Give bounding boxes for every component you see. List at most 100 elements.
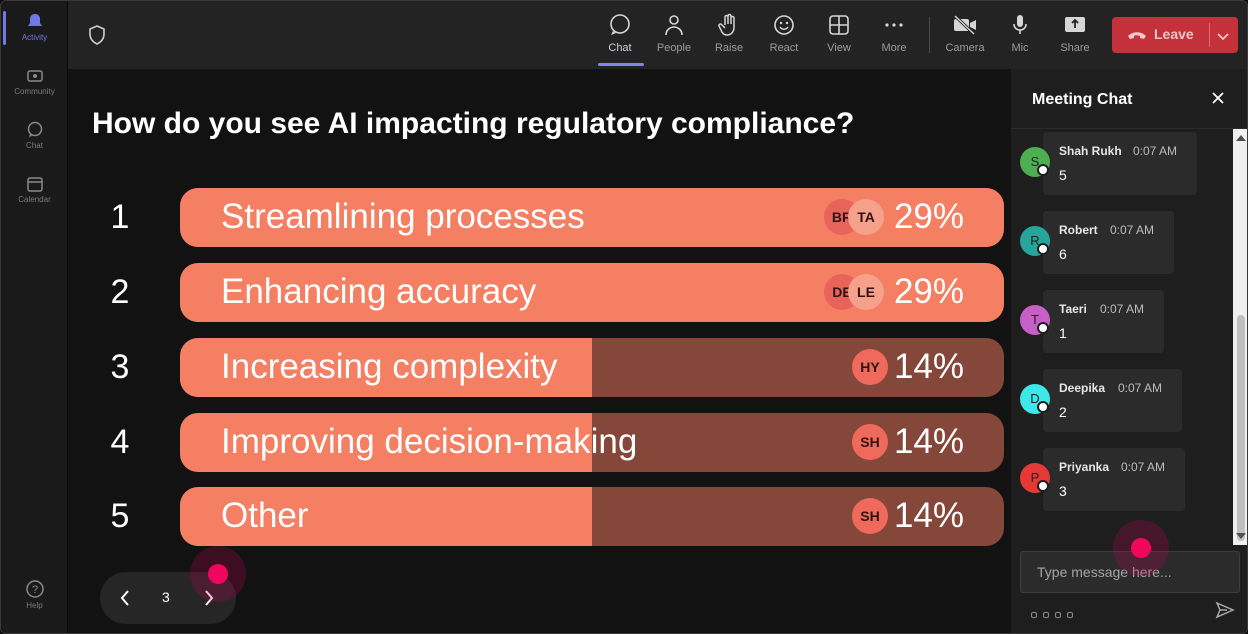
chat-message-input[interactable]	[1020, 551, 1240, 593]
toolbar-label: Camera	[945, 42, 985, 54]
toolbar-label: React	[769, 42, 799, 54]
option-number: 4	[110, 423, 130, 461]
presence-status-icon	[1037, 164, 1049, 176]
poll-option[interactable]: 3 Increasing complexity HY 14%	[68, 338, 1011, 398]
active-indicator	[3, 11, 6, 45]
presence-status-icon	[1037, 480, 1049, 492]
rail-item-community[interactable]: Community	[1, 67, 68, 119]
share-icon	[1050, 13, 1100, 37]
shield-icon[interactable]	[88, 25, 106, 50]
presence-status-icon	[1037, 401, 1049, 413]
hand-icon	[704, 13, 754, 37]
chevron-down-icon[interactable]	[1216, 29, 1230, 47]
toolbar-label: Chat	[608, 42, 632, 54]
rail-label: Community	[14, 87, 55, 96]
toolbar-label: More	[881, 42, 907, 54]
close-icon[interactable]	[1211, 91, 1225, 110]
toolbar-mic-button[interactable]: Mic	[995, 11, 1045, 63]
toolbar-more-button[interactable]: More	[869, 11, 919, 63]
page-number: 3	[162, 589, 170, 605]
toolbar-view-button[interactable]: View	[814, 11, 864, 63]
option-bar: Improving decision-making SH 14%	[180, 413, 1004, 472]
voter-avatar: LE	[848, 274, 884, 310]
toolbar-people-button[interactable]: People	[649, 11, 699, 63]
poll-option[interactable]: 4 Improving decision-making SH 14%	[68, 413, 1011, 473]
voter-avatar: HY	[852, 349, 888, 385]
sender-name: Priyanka	[1059, 460, 1110, 474]
message-time: 0:07 AM	[1110, 223, 1155, 237]
toolbar-label: View	[827, 42, 851, 54]
poll-option[interactable]: 5 Other SH 14%	[68, 487, 1011, 547]
click-indicator	[1113, 520, 1169, 576]
poll-stage: How do you see AI impacting regulatory c…	[68, 69, 1011, 633]
chevron-right-icon[interactable]	[202, 588, 216, 613]
scroll-thumb[interactable]	[1237, 315, 1245, 541]
meeting-toolbar: Chat People Raise React View More Camera	[68, 1, 1247, 69]
option-bar-fill	[180, 413, 592, 472]
message-body: 5	[1059, 167, 1067, 183]
toolbar-react-button[interactable]: React	[759, 11, 809, 63]
chat-message: P Priyanka 0:07 AM 3	[1020, 448, 1185, 511]
presence-status-icon	[1037, 243, 1049, 255]
format-icon[interactable]	[1031, 612, 1037, 618]
chat-message: S Shah Rukh 0:07 AM 5	[1020, 132, 1197, 195]
option-bar: Streamlining processes BR TA 29%	[180, 188, 1004, 247]
sender-name: Shah Rukh	[1059, 144, 1122, 158]
chat-scrollbar[interactable]	[1233, 129, 1247, 545]
option-text: Improving decision-making	[221, 422, 638, 461]
option-number: 1	[110, 198, 130, 236]
meeting-chat-panel: Meeting Chat S Shah Rukh 0:07 AM 5 R Robert 0:…	[1011, 69, 1247, 633]
toolbar-raise-button[interactable]: Raise	[704, 11, 754, 63]
rail-label: Activity	[21, 33, 48, 42]
chat-title: Meeting Chat	[1032, 91, 1133, 108]
poll-question: How do you see AI impacting regulatory c…	[92, 107, 855, 140]
leave-label: Leave	[1154, 26, 1194, 42]
format-toolbar	[1031, 605, 1079, 618]
toolbar-label: Share	[1060, 42, 1090, 54]
camera-off-icon	[940, 13, 990, 37]
option-percent: 29%	[893, 272, 964, 311]
message-body: 1	[1059, 325, 1067, 341]
leave-divider	[1209, 23, 1210, 47]
message-time: 0:07 AM	[1121, 460, 1166, 474]
poll-option[interactable]: 1 Streamlining processes BR TA 29%	[68, 188, 1011, 248]
rail-item-calendar[interactable]: Calendar	[1, 175, 68, 227]
message-time: 0:07 AM	[1118, 381, 1163, 395]
toolbar-chat-button[interactable]: Chat	[595, 11, 645, 63]
attach-icon[interactable]	[1043, 612, 1049, 618]
left-rail: Activity Community Chat Calendar ? Help	[1, 1, 68, 633]
toolbar-label: Mic	[1011, 42, 1029, 54]
avatar[interactable]: T	[1020, 305, 1050, 335]
poll-option[interactable]: 2 Enhancing accuracy DE LE 29%	[68, 263, 1011, 323]
chevron-left-icon[interactable]	[118, 588, 132, 613]
rail-item-help[interactable]: ? Help	[1, 579, 68, 631]
option-text: Streamlining processes	[221, 197, 585, 236]
gif-icon[interactable]	[1067, 612, 1073, 618]
emoji-icon[interactable]	[1055, 612, 1061, 618]
option-text: Enhancing accuracy	[221, 272, 537, 311]
people-icon	[649, 13, 699, 37]
send-icon[interactable]	[1215, 601, 1235, 624]
help-icon: ?	[1, 579, 68, 599]
scroll-up-arrow[interactable]	[1236, 135, 1246, 141]
toolbar-label: Raise	[714, 42, 744, 54]
calendar-icon	[1, 175, 68, 193]
scroll-down-arrow[interactable]	[1236, 533, 1246, 539]
bell-icon	[1, 13, 68, 31]
toolbar-camera-button[interactable]: Camera	[940, 11, 990, 63]
toolbar-share-button[interactable]: Share	[1050, 11, 1100, 63]
leave-button[interactable]: Leave	[1112, 17, 1238, 53]
rail-item-chat[interactable]: Chat	[1, 121, 68, 173]
rail-item-activity[interactable]: Activity	[1, 13, 68, 65]
option-percent: 14%	[893, 496, 964, 535]
option-number: 2	[110, 273, 130, 311]
chat-message: D Deepika 0:07 AM 2	[1020, 369, 1182, 432]
option-percent: 14%	[893, 422, 964, 461]
option-bar-fill	[180, 338, 592, 397]
voter-avatar: SH	[852, 424, 888, 460]
option-number: 5	[110, 497, 130, 535]
phone-hangup-icon	[1126, 27, 1148, 48]
option-bar-fill	[180, 487, 592, 546]
active-tab-indicator	[598, 63, 644, 66]
